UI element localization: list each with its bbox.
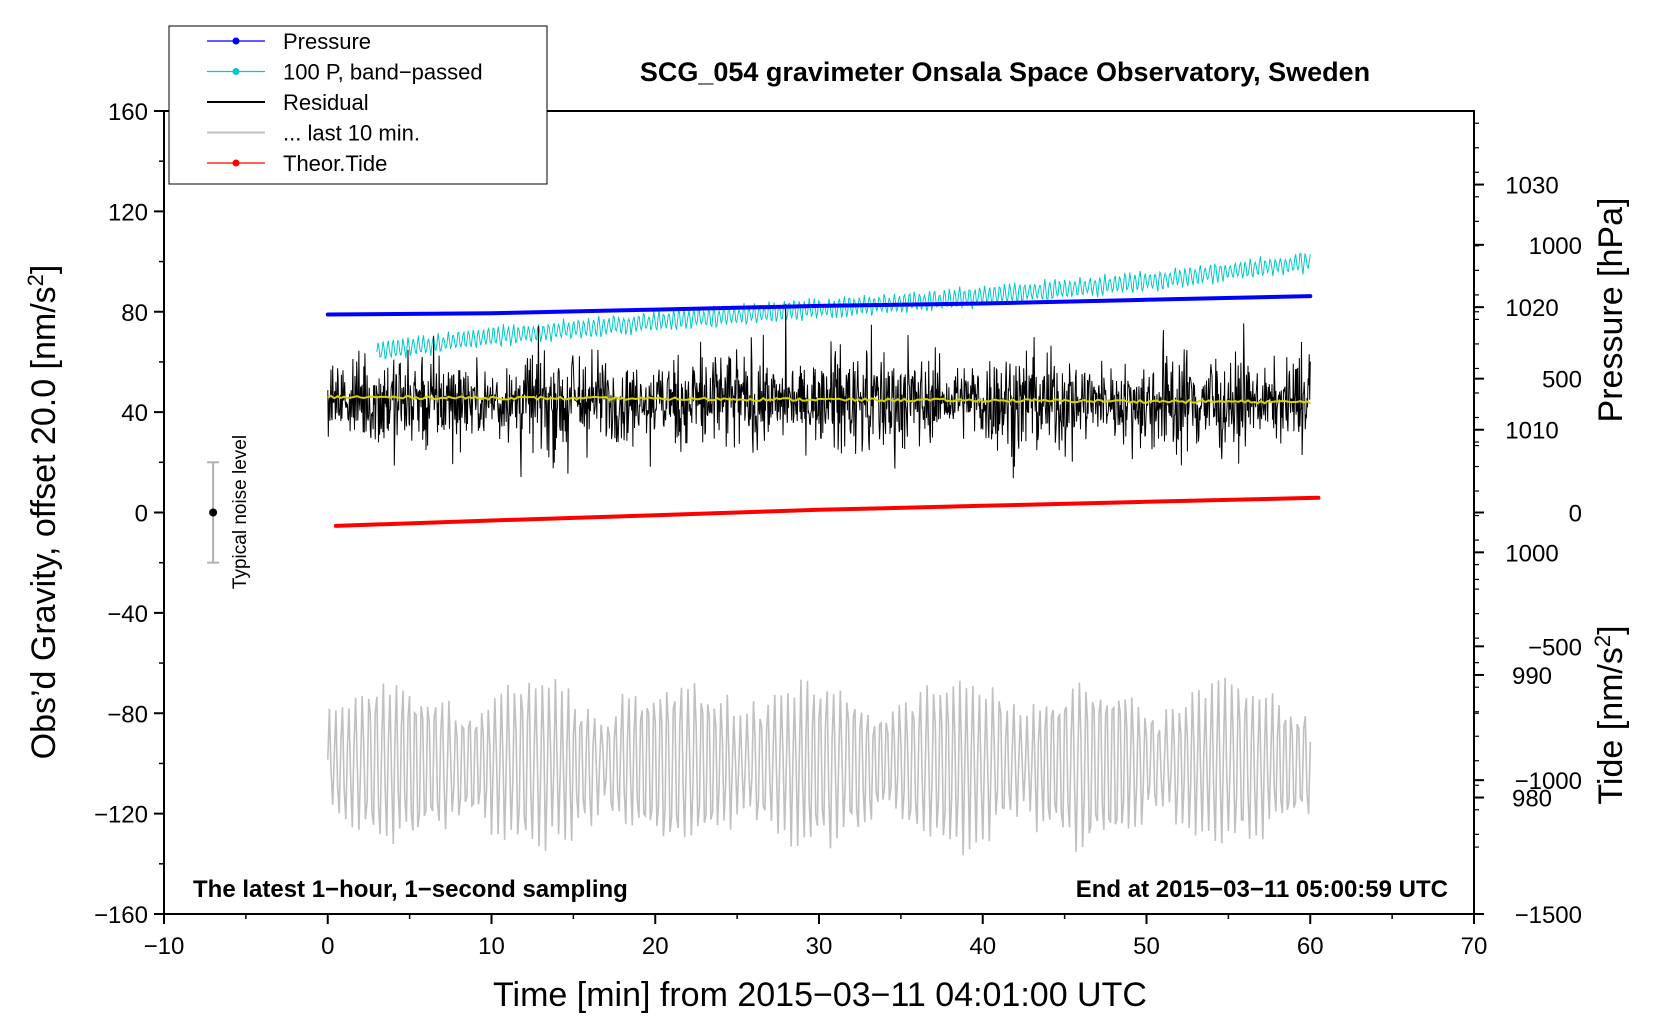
x-tick-label: 40 [969,933,996,960]
y-left-tick-label: 120 [108,199,148,226]
pressure-tick-label: 1020 [1505,295,1558,322]
ticks-layer: −10 0 10 20 30 40 50 60 7016012080400−40−80−120−… [94,99,1582,960]
legend-marker [232,159,240,167]
x-tick-label: 0 [321,933,334,960]
tide-tick-label: −1500 [1515,902,1582,929]
pressure-tick-label: 1000 [1505,540,1558,567]
x-tick-label: 20 [642,933,669,960]
pressure-tick-label: 980 [1512,786,1552,813]
y-left-tick-label: 160 [108,99,148,126]
y-axis-title-tide: Tide [nm/s2] [1590,625,1630,804]
series-last-10-min [327,677,1312,856]
tide-tick-label: 0 [1569,501,1582,528]
series-residual-smoothed [327,394,1311,405]
y-left-tick-label: −160 [94,902,148,929]
noise-label: Typical noise level [230,435,251,589]
legend-label: Theor.Tide [283,151,387,176]
y-left-tick-label: 40 [121,400,148,427]
series-layer [325,252,1321,856]
legend-label: Residual [283,90,369,115]
y-axis-title-pressure: Pressure [hPa] [1592,198,1630,423]
y-axis-title-left: Obs’d Gravity, offset 20.0 [nm/s2] [23,265,63,760]
tide-tick-label: −1000 [1515,768,1582,795]
legend-items: Pressure 100 P, band−passed Residual ... la… [207,29,483,176]
x-tick-label: 50 [1133,933,1160,960]
x-tick-label: 70 [1461,933,1488,960]
series-residual [327,303,1311,479]
y-left-tick-label: −40 [107,601,148,628]
legend-label: 100 P, band−passed [283,60,483,85]
x-tick-label: 10 [478,933,505,960]
y-left-tick-label: 80 [121,300,148,327]
y-left-tick-label: 0 [135,501,148,528]
pressure-tick-label: 990 [1512,663,1552,690]
series-theor-tide [333,495,1321,528]
tide-tick-label: 500 [1542,367,1582,394]
y-axis-title-tide-sup: 2 [1590,635,1615,647]
legend: Pressure 100 P, band−passed Residual ... la… [168,25,548,185]
annotation-left: The latest 1−hour, 1−second sampling [193,876,628,903]
y-axis-title-left-main: Obs’d Gravity, offset 20.0 [nm/s [25,286,63,759]
y-left-tick-label: −80 [107,701,148,728]
noise-indicator [207,461,220,564]
pressure-tick-label: 1030 [1505,173,1558,200]
legend-marker [232,68,240,75]
y-axis-title-tide-end: ] [1592,625,1630,634]
y-axis-title-tide-main: Tide [nm/s [1592,647,1630,804]
tide-tick-label: 1000 [1529,233,1582,260]
series-band-passed-pressure [376,252,1311,360]
legend-label: ... last 10 min. [283,121,420,146]
y-left-tick-label: −120 [94,802,148,829]
annotation-right: End at 2015−03−11 05:00:59 UTC [1076,876,1448,903]
chart-title: SCG_054 gravimeter Onsala Space Observat… [640,57,1370,87]
legend-box [168,25,548,185]
legend-label: Pressure [283,29,371,54]
legend-marker [232,37,240,45]
x-tick-label: 60 [1297,933,1324,960]
x-axis-title: Time [min] from 2015−03−11 04:01:00 UTC [493,976,1147,1014]
series-pressure [325,294,1313,317]
y-axis-title-left-sup: 2 [23,274,48,286]
x-tick-label: −10 [144,933,185,960]
pressure-tick-label: 1010 [1505,418,1558,445]
x-tick-label: 30 [806,933,833,960]
tide-tick-label: −500 [1528,634,1582,661]
noise-bar-center [209,508,218,517]
y-axis-title-left-end: ] [25,265,63,274]
